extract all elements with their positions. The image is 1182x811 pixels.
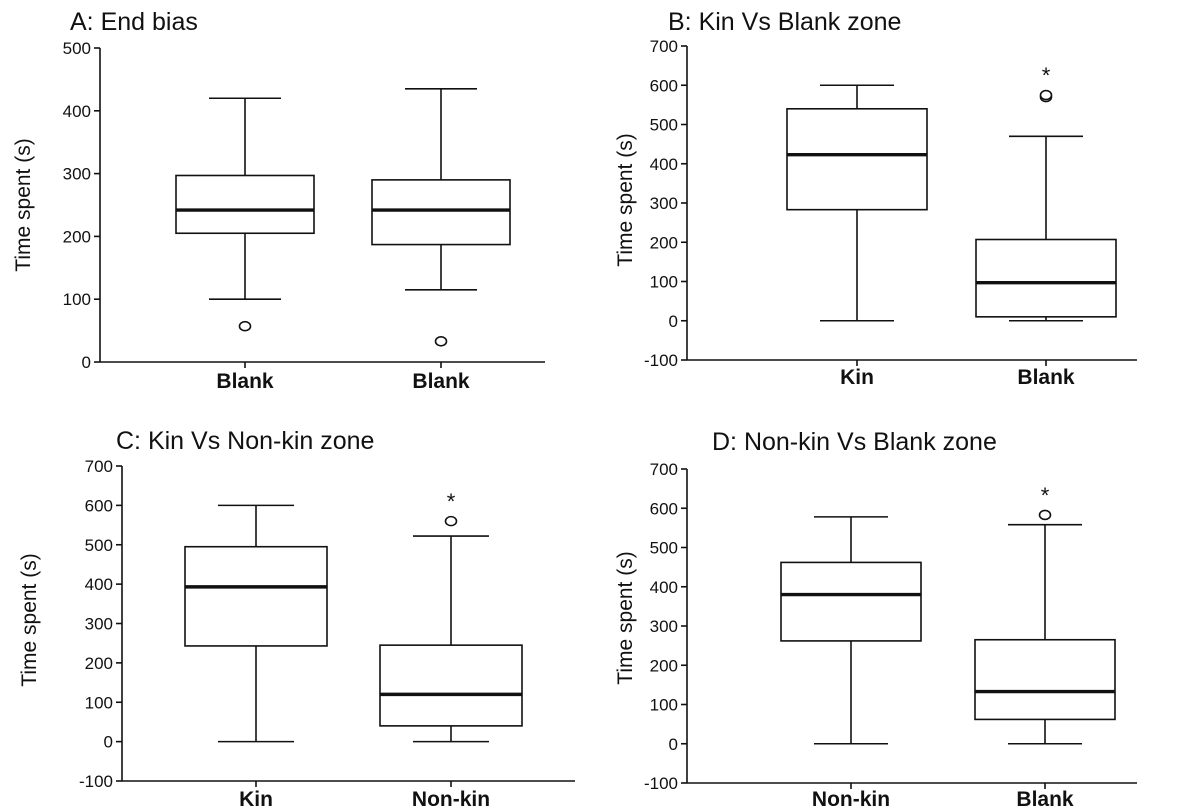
panel-b-plot: -100 0 100 200 300 400 500 600 700 Kin Blank *	[644, 37, 1137, 389]
panel-c-ylabel: Time spent (s)	[18, 553, 41, 686]
y-tick-label: 100	[85, 693, 113, 712]
iqr-box	[184, 545, 328, 647]
panel-a-title: A: End bias	[70, 8, 198, 36]
y-tick-label: 400	[85, 575, 113, 594]
category-label: Non-kin	[812, 788, 890, 811]
panel-d-plot: -100 0 100 200 300 400 500 600 700 Non-kin Blank *	[644, 460, 1137, 811]
y-tick-label: 200	[63, 227, 91, 246]
panel-b-ylabel: Time spent (s)	[614, 133, 637, 266]
outlier-point	[1038, 509, 1052, 521]
panel-c: C: Kin Vs Non-kin zone Time spent (s) -1…	[18, 427, 575, 811]
y-tick-label: 400	[63, 102, 91, 121]
y-tick-label: -100	[79, 772, 113, 791]
category-label: Non-kin	[412, 788, 490, 811]
category-label: Blank	[412, 370, 470, 393]
y-tick-label: -100	[644, 351, 678, 370]
y-tick-label: 100	[650, 273, 678, 292]
iqr-box	[786, 108, 928, 211]
y-tick-label: 700	[650, 460, 678, 479]
panel-a-ylabel: Time spent (s)	[12, 138, 35, 271]
iqr-box	[974, 638, 1116, 721]
significance-star: *	[1041, 483, 1050, 508]
outlier-point	[238, 320, 252, 332]
y-tick-label: 200	[650, 233, 678, 252]
y-tick-label: 500	[85, 536, 113, 555]
iqr-box	[371, 179, 511, 246]
category-label: Blank	[216, 370, 274, 393]
iqr-box	[780, 561, 922, 642]
y-tick-label: 300	[63, 165, 91, 184]
y-tick-label: 600	[85, 496, 113, 515]
significance-star: *	[447, 489, 456, 514]
y-tick-label: 300	[650, 194, 678, 213]
outlier-point	[434, 335, 448, 347]
panel-d: D: Non-kin Vs Blank zone Time spent (s) …	[614, 428, 1137, 811]
y-tick-label: 0	[669, 312, 678, 331]
y-tick-label: -100	[644, 774, 678, 793]
panel-b-title: B: Kin Vs Blank zone	[668, 8, 901, 36]
y-tick-label: 400	[650, 155, 678, 174]
y-tick-label: 0	[104, 733, 113, 752]
y-tick-label: 700	[650, 37, 678, 56]
y-tick-label: 300	[650, 617, 678, 636]
y-tick-label: 100	[650, 696, 678, 715]
category-label: Kin	[239, 788, 273, 811]
y-tick-label: 200	[85, 654, 113, 673]
y-tick-label: 0	[669, 735, 678, 754]
y-tick-label: 500	[63, 39, 91, 58]
panel-c-plot: -100 0 100 200 300 400 500 600 700 Kin Non-kin *	[79, 457, 575, 811]
panel-d-ylabel: Time spent (s)	[614, 551, 637, 684]
outlier-point	[1039, 89, 1053, 101]
significance-star: *	[1042, 63, 1051, 88]
panel-d-title: D: Non-kin Vs Blank zone	[712, 428, 997, 456]
panel-c-title: C: Kin Vs Non-kin zone	[116, 427, 374, 455]
category-label: Blank	[1017, 366, 1075, 389]
iqr-box	[975, 238, 1117, 318]
y-tick-label: 600	[650, 76, 678, 95]
panel-a: A: End bias Time spent (s) 0 100 200 300 400…	[12, 8, 545, 393]
y-tick-label: 300	[85, 615, 113, 634]
category-label: Blank	[1016, 788, 1074, 811]
y-tick-label: 500	[650, 539, 678, 558]
y-tick-label: 100	[63, 290, 91, 309]
iqr-box	[379, 644, 523, 727]
panel-b: B: Kin Vs Blank zone Time spent (s) -100…	[614, 8, 1137, 389]
y-tick-label: 600	[650, 499, 678, 518]
outlier-point	[444, 515, 458, 527]
y-tick-label: 400	[650, 578, 678, 597]
y-tick-label: 0	[82, 353, 91, 372]
y-tick-label: 700	[85, 457, 113, 476]
iqr-box	[175, 174, 315, 235]
panel-a-plot: 0 100 200 300 400 500 Blank Blank	[63, 39, 545, 393]
category-label: Kin	[840, 366, 874, 389]
y-tick-label: 200	[650, 656, 678, 675]
y-tick-label: 500	[650, 116, 678, 135]
